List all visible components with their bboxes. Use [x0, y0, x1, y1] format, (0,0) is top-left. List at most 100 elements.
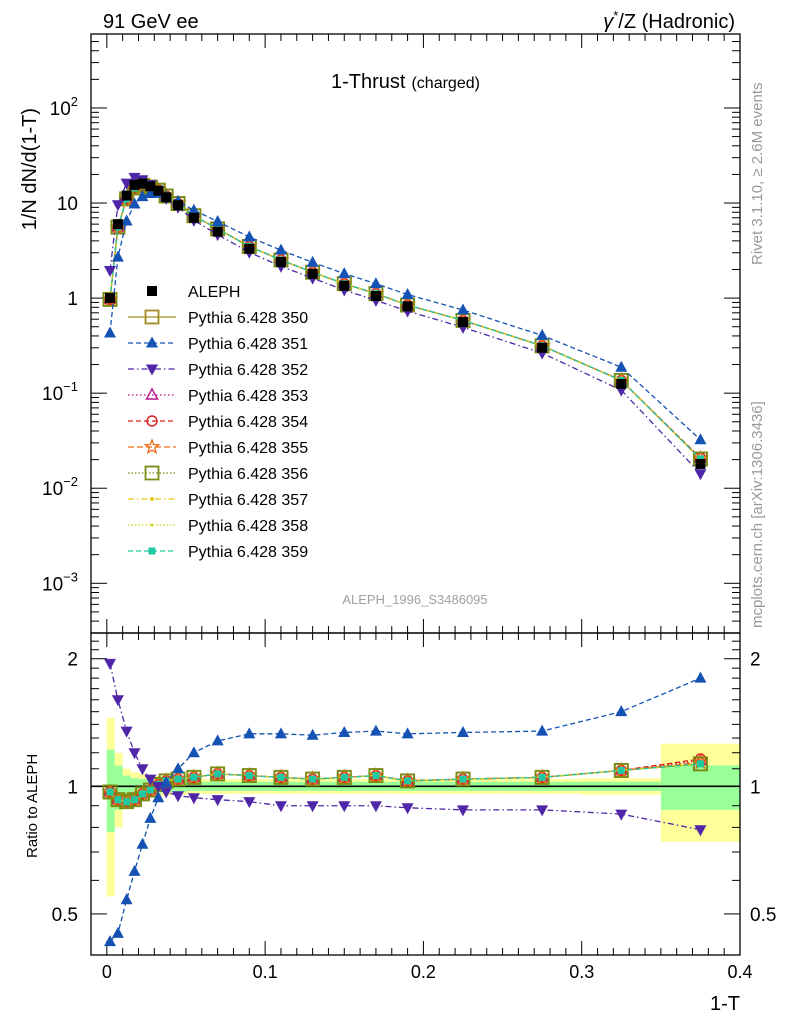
data-point	[128, 197, 141, 209]
header-right: γ*/Z (Hadronic)	[603, 8, 735, 33]
ratio-point	[152, 791, 165, 803]
ratio-point	[401, 803, 414, 815]
reference-point	[402, 301, 413, 312]
rivet-version-label: Rivet 3.1.10, ≥ 2.6M events	[749, 83, 766, 266]
ratio-point	[128, 864, 141, 876]
legend-label: Pythia 6.428 352	[188, 362, 308, 379]
data-point	[102, 291, 118, 307]
reference-point	[537, 342, 548, 353]
ratio-point	[243, 727, 256, 739]
ratio-point	[372, 772, 380, 780]
ratio-point	[615, 705, 628, 717]
ratio-point	[243, 797, 256, 809]
legend-marker	[148, 547, 156, 555]
reference-point	[104, 293, 115, 304]
ratio-point	[187, 793, 200, 805]
data-point	[274, 243, 287, 255]
ratio-point	[187, 746, 200, 758]
reference-point	[188, 212, 199, 223]
ratio-point	[172, 762, 185, 774]
ratio-point	[114, 796, 122, 804]
ratio-point	[136, 764, 149, 776]
ratio-point	[144, 811, 157, 823]
ratio-point	[214, 770, 222, 778]
ratio-series	[101, 658, 709, 947]
ratio-point	[369, 801, 382, 813]
data-point	[694, 469, 707, 481]
ratio-point	[615, 809, 628, 821]
data-point	[401, 288, 414, 300]
data-point	[111, 200, 124, 212]
data-point	[338, 267, 351, 279]
header-left: 91 GeV ee	[103, 11, 199, 33]
data-point	[456, 303, 469, 315]
data-point	[306, 255, 319, 267]
legend-marker	[144, 465, 160, 481]
ratio-point	[190, 773, 198, 781]
ratio-point	[186, 769, 202, 785]
reference-point	[244, 243, 255, 254]
ratio-point	[158, 773, 174, 789]
mcplots-label: mcplots.cern.ch [arXiv:1306.3436]	[749, 401, 766, 628]
reference-point	[112, 219, 123, 230]
data-point	[103, 266, 116, 278]
ratio-point	[123, 798, 131, 806]
ratio-point	[536, 724, 549, 736]
ratio-point	[309, 775, 317, 783]
ratio-series-line	[109, 763, 701, 803]
y-tick-label: 1	[67, 289, 78, 310]
ratio-point	[144, 774, 157, 786]
ratio-tick-label-left: 0.5	[52, 905, 78, 926]
data-point	[615, 360, 628, 372]
ratio-point	[131, 796, 139, 804]
ratio-point	[306, 728, 319, 740]
ratio-point	[536, 805, 549, 817]
data-point	[243, 230, 256, 242]
ratio-point	[277, 773, 285, 781]
reference-point	[161, 192, 172, 203]
ratio-point	[111, 695, 124, 707]
header-right-star: *	[613, 8, 618, 23]
plot-frames	[90, 33, 741, 956]
y-tick-label: 10−3	[42, 569, 78, 595]
ratio-band-stat	[660, 765, 740, 810]
legend-marker	[147, 286, 157, 296]
ratio-point	[696, 760, 704, 768]
legend-label: Pythia 6.428 353	[188, 388, 308, 405]
legend-marker	[145, 387, 159, 400]
ratio-point	[103, 935, 116, 947]
ratio-point	[160, 787, 173, 799]
y-tick-label: 102	[50, 94, 78, 120]
ratio-tick-label-left: 1	[67, 777, 78, 798]
x-tick-label: 0.4	[727, 962, 752, 982]
ratio-point	[120, 726, 133, 738]
ratio-tick-label-right: 0.5	[750, 905, 776, 926]
legend-marker	[146, 415, 158, 427]
legend-marker	[144, 309, 160, 325]
header-right-text: /Z (Hadronic)	[618, 11, 735, 33]
ratio-point	[368, 768, 384, 783]
ratio-point	[174, 775, 182, 783]
ratio-point	[135, 786, 150, 802]
analysis-label: ALEPH_1996_S3486095	[342, 592, 487, 607]
legend-marker	[150, 497, 154, 501]
ratio-point	[106, 788, 114, 796]
y-tick-label: 10−1	[42, 379, 78, 405]
ratio-point	[617, 766, 625, 774]
ratio-point	[120, 893, 133, 905]
ratio-series-line	[109, 663, 701, 831]
reference-point	[457, 317, 468, 328]
legend-label: Pythia 6.428 358	[188, 518, 308, 535]
data-point	[120, 214, 133, 226]
ratio-point	[102, 784, 118, 800]
legend-label: Pythia 6.428 351	[188, 336, 308, 353]
ratio-tick-label-right: 2	[750, 650, 761, 671]
ratio-point	[211, 734, 224, 746]
ratio-point	[694, 825, 707, 837]
data-point	[136, 190, 149, 202]
reference-point	[129, 179, 140, 190]
legend-label: Pythia 6.428 355	[188, 440, 308, 457]
x-tick-label: 0.3	[569, 962, 594, 982]
ratio-point	[459, 775, 467, 783]
legend-marker	[150, 523, 154, 527]
